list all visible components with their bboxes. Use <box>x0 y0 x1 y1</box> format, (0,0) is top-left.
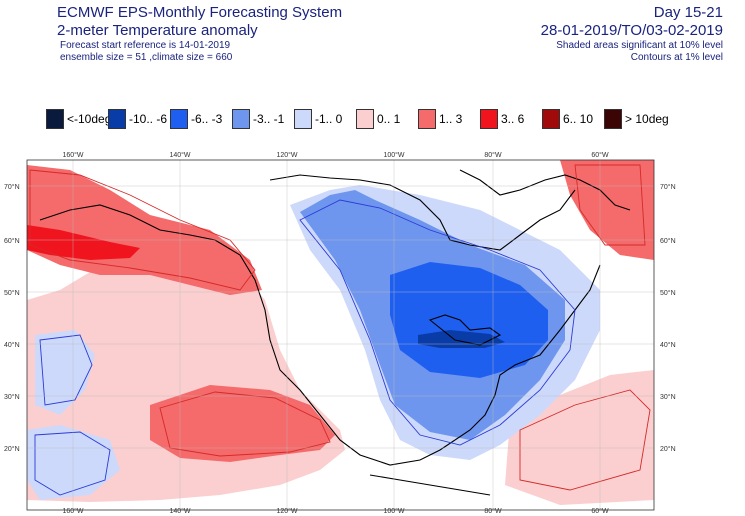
legend-swatch <box>356 109 374 129</box>
legend-item: -6.. -3 <box>170 108 222 130</box>
coastlines <box>39 169 631 496</box>
lon-label-bottom: 140°W <box>169 507 190 515</box>
lon-label-top: 100°W <box>383 151 404 159</box>
legend-item: 3.. 6 <box>480 108 524 130</box>
lat-label-right: 30°N <box>660 393 676 401</box>
lat-label-left: 70°N <box>4 183 20 191</box>
color-legend: <-10deg -10.. -6 -6.. -3 -3.. -1 -1.. 0 0.. 1… <box>46 108 706 130</box>
lat-label-right: 70°N <box>660 183 676 191</box>
legend-label: -1.. 0 <box>315 112 343 126</box>
legend-swatch <box>542 109 560 129</box>
lon-label-top: 60°W <box>591 151 609 159</box>
legend-label: 1.. 3 <box>439 112 463 126</box>
warm-anomaly-west-arctic <box>27 225 140 260</box>
legend-swatch <box>604 109 622 129</box>
legend-label: 6.. 10 <box>563 112 594 126</box>
lat-label-right: 40°N <box>660 341 676 349</box>
lon-label-bottom: 160°W <box>62 507 83 515</box>
legend-swatch <box>170 109 188 129</box>
legend-item: 0.. 1 <box>356 108 400 130</box>
lon-label-bottom: 100°W <box>383 507 404 515</box>
lon-label-top: 160°W <box>62 151 83 159</box>
legend-swatch <box>108 109 126 129</box>
cold-anomaly-strong <box>390 262 548 378</box>
temperature-anomaly-map: 160°W 140°W 120°W 100°W 80°W 60°W 160°W … <box>4 151 676 515</box>
legend-label: -10.. -6 <box>129 112 168 126</box>
legend-label: -6.. -3 <box>191 112 223 126</box>
legend-label: > 10deg <box>625 112 669 126</box>
cold-anomaly-pacific <box>35 330 95 415</box>
lon-label-bottom: 80°W <box>484 507 502 515</box>
forecast-start-text: Forecast start reference is 14-01-2019 <box>60 40 231 51</box>
shading-significance-note: Shaded areas significant at 10% level <box>556 40 723 51</box>
legend-label: <-10deg <box>67 112 112 126</box>
cold-anomaly-hawaii <box>27 425 120 500</box>
legend-swatch <box>294 109 312 129</box>
legend-item: 6.. 10 <box>542 108 593 130</box>
lon-label-bottom: 60°W <box>591 507 609 515</box>
legend-swatch <box>232 109 250 129</box>
lat-label-right: 60°N <box>660 237 676 245</box>
lon-label-top: 140°W <box>169 151 190 159</box>
legend-item: > 10deg <box>604 108 669 130</box>
title-line-2: 2-meter Temperature anomaly <box>57 22 258 39</box>
legend-item: -10.. -6 <box>108 108 167 130</box>
legend-swatch <box>46 109 64 129</box>
graticule <box>27 160 654 510</box>
map-frame <box>26 159 655 511</box>
warm-anomaly-atlantic <box>505 370 654 505</box>
legend-item: -3.. -1 <box>232 108 284 130</box>
lat-label-right: 20°N <box>660 445 676 453</box>
legend-label: -3.. -1 <box>253 112 285 126</box>
legend-label: 3.. 6 <box>501 112 525 126</box>
significance-contours <box>29 164 651 496</box>
lon-label-top: 120°W <box>276 151 297 159</box>
lat-label-left: 20°N <box>4 445 20 453</box>
legend-item: -1.. 0 <box>294 108 342 130</box>
lon-label-bottom: 120°W <box>276 507 297 515</box>
valid-period: 28-01-2019/TO/03-02-2019 <box>540 22 723 39</box>
warm-anomaly-greenland <box>560 160 654 260</box>
lat-label-left: 50°N <box>4 289 20 297</box>
ensemble-size-text: ensemble size = 51 ,climate size = 660 <box>60 52 233 63</box>
legend-swatch <box>480 109 498 129</box>
legend-item: <-10deg <box>46 108 111 130</box>
legend-item: 1.. 3 <box>418 108 462 130</box>
legend-swatch <box>418 109 436 129</box>
title-line-1: ECMWF EPS-Monthly Forecasting System <box>57 4 343 21</box>
lon-label-top: 80°W <box>484 151 502 159</box>
lat-label-right: 50°N <box>660 289 676 297</box>
contour-significance-note: Contours at 1% level <box>630 52 723 63</box>
day-range: Day 15-21 <box>653 4 723 21</box>
legend-label: 0.. 1 <box>377 112 401 126</box>
lat-label-left: 40°N <box>4 341 20 349</box>
lat-label-left: 30°N <box>4 393 20 401</box>
lat-label-left: 60°N <box>4 237 20 245</box>
